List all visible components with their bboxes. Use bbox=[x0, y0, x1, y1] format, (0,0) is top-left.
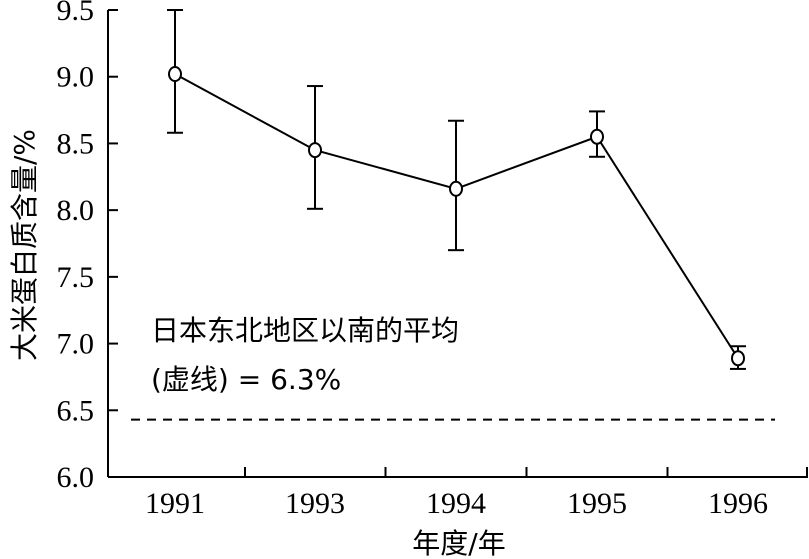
y-tick-label: 9.0 bbox=[57, 61, 95, 94]
data-point bbox=[731, 350, 745, 367]
x-tick-label: 1993 bbox=[285, 487, 345, 520]
x-tick-label: 1994 bbox=[426, 487, 486, 520]
x-tick-label: 1996 bbox=[708, 487, 768, 520]
annotation-line-2: (虚线) = 6.3% bbox=[151, 363, 341, 396]
y-axis-title: 大米蛋白质含量/% bbox=[8, 129, 41, 361]
y-tick-label: 9.5 bbox=[57, 0, 95, 27]
data-points bbox=[168, 66, 745, 367]
x-tick-label: 1991 bbox=[145, 487, 205, 520]
data-point bbox=[590, 128, 604, 145]
data-point bbox=[449, 180, 463, 197]
y-ticks: 6.0 6.5 7.0 7.5 8.0 8.5 9.0 9.5 bbox=[57, 0, 118, 494]
data-point bbox=[308, 142, 322, 159]
axes bbox=[107, 10, 808, 478]
y-tick-label: 6.0 bbox=[57, 461, 95, 494]
y-tick-label: 7.5 bbox=[57, 261, 95, 294]
annotation-line-1: 日本东北地区以南的平均 bbox=[151, 314, 459, 347]
y-tick-label: 8.0 bbox=[57, 194, 95, 227]
x-axis-title: 年度/年 bbox=[412, 527, 505, 559]
y-tick-label: 6.5 bbox=[57, 394, 95, 427]
data-point bbox=[168, 66, 182, 83]
y-tick-label: 8.5 bbox=[57, 127, 95, 160]
y-tick-label: 7.0 bbox=[57, 328, 95, 361]
x-ticks: 1991 1993 1994 1995 1996 bbox=[145, 467, 808, 520]
x-tick-label: 1995 bbox=[567, 487, 627, 520]
